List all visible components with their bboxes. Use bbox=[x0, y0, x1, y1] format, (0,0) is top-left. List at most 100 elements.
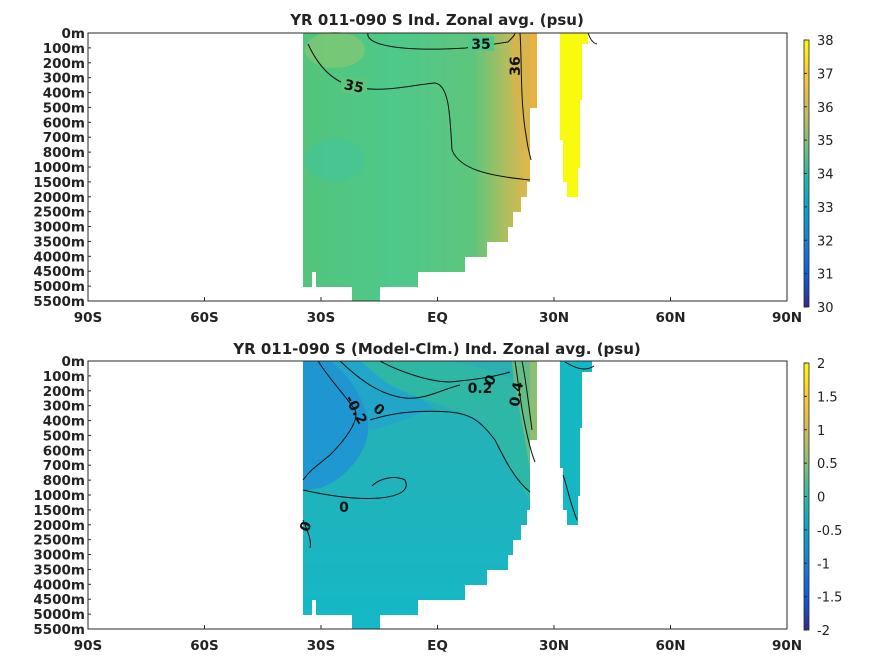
colorbar-tick-label: 0.5 bbox=[817, 457, 838, 472]
y-tick-label: 100m bbox=[43, 41, 85, 57]
y-tick-label: 600m bbox=[43, 443, 85, 459]
y-tick-label: 600m bbox=[43, 115, 85, 131]
x-tick-label: 90S bbox=[74, 638, 103, 654]
contour-label-bg bbox=[468, 36, 494, 51]
colorbar-tick-label: -2 bbox=[817, 624, 830, 639]
colorbar-tick-label: -1 bbox=[817, 557, 830, 572]
x-tick-label: 60S bbox=[190, 310, 219, 326]
y-tick-label: 100m bbox=[43, 369, 85, 385]
colorbar-tick-label: 37 bbox=[817, 67, 834, 82]
contour-line bbox=[519, 32, 532, 161]
y-tick-label: 3000m bbox=[33, 220, 85, 236]
y-tick-label: 1000m bbox=[33, 488, 85, 504]
colorbar: 30 31 32 33 34 35 36 37 38 bbox=[803, 34, 834, 316]
contour-line bbox=[562, 474, 578, 521]
y-tick-label: 5000m bbox=[33, 607, 85, 623]
y-tick-label: 400m bbox=[43, 86, 85, 102]
colorbar-tick-label: 36 bbox=[817, 101, 834, 116]
positive-anomaly bbox=[360, 361, 530, 500]
contour-line bbox=[339, 360, 461, 399]
x-tick-label: 60N bbox=[655, 310, 685, 326]
y-tick-label: 700m bbox=[43, 458, 85, 474]
colorbar-tick-label: 32 bbox=[817, 234, 834, 249]
colorbar-tick-label: -0.5 bbox=[817, 524, 842, 539]
negative-anomaly bbox=[303, 361, 369, 490]
y-tick-label: 4000m bbox=[33, 249, 85, 265]
y-tick-label: 5500m bbox=[33, 622, 85, 638]
y-tick-label: 3500m bbox=[33, 562, 85, 578]
y-tick-label: 500m bbox=[43, 428, 85, 444]
contour-line bbox=[302, 477, 407, 499]
y-tick-label: 2000m bbox=[33, 190, 85, 206]
colorbar-tick-label: 34 bbox=[817, 168, 834, 183]
colorbar-tick-label: 30 bbox=[817, 301, 834, 316]
colorbar-tick-label: 1 bbox=[817, 424, 825, 439]
y-tick-label: 4500m bbox=[33, 264, 85, 280]
salty-surface bbox=[305, 32, 365, 68]
y-tick-label: 0m bbox=[62, 26, 85, 42]
colorbar-tick-label: 31 bbox=[817, 268, 834, 283]
salinity-panel: YR 011-090 S Ind. Zonal avg. (psu) 35 35… bbox=[33, 11, 833, 326]
contour-line bbox=[587, 32, 598, 45]
x-tick-label: 90N bbox=[772, 638, 802, 654]
contour-label: 36 bbox=[508, 56, 524, 75]
x-axis: 90S 60S 30S EQ 30N 60N 90N bbox=[74, 625, 802, 654]
colorbar-ticks: -2 -1.5 -1 -0.5 0 0.5 1 1.5 2 bbox=[804, 357, 842, 639]
colorbar-tick-label: -1.5 bbox=[817, 591, 842, 606]
y-tick-label: 300m bbox=[43, 71, 85, 87]
x-tick-label: 60S bbox=[190, 638, 219, 654]
coast-strip bbox=[530, 33, 537, 108]
contours: 35 35 36 bbox=[307, 32, 598, 181]
salinity-field bbox=[303, 32, 588, 301]
x-tick-label: 90S bbox=[74, 310, 103, 326]
y-tick-label: 400m bbox=[43, 414, 85, 430]
colorbar-ticks: 30 31 32 33 34 35 36 37 38 bbox=[804, 34, 834, 316]
y-axis: 0m100m200m300m400m500m600m700m800m1000m1… bbox=[33, 26, 91, 310]
contour-line bbox=[307, 43, 531, 181]
contour-line bbox=[379, 360, 511, 383]
x-tick-label: 30N bbox=[539, 310, 569, 326]
x-tick-label: 60N bbox=[655, 638, 685, 654]
contour-line bbox=[369, 410, 531, 493]
x-tick-label: 30N bbox=[539, 638, 569, 654]
contour-label: 0.4 bbox=[507, 380, 527, 407]
red-sea-strip bbox=[560, 33, 588, 197]
x-tick-label: 90N bbox=[772, 310, 802, 326]
y-tick-label: 4500m bbox=[33, 592, 85, 608]
y-tick-label: 800m bbox=[43, 473, 85, 489]
contour-label: 35 bbox=[471, 37, 490, 53]
contour-line bbox=[302, 519, 311, 549]
strong-positive bbox=[512, 361, 530, 470]
y-tick-label: 200m bbox=[43, 384, 85, 400]
colorbar-tick-label: 0 bbox=[817, 491, 825, 506]
red-sea-strip bbox=[560, 361, 592, 525]
y-tick-label: 2000m bbox=[33, 518, 85, 534]
x-axis: 90S 60S 30S EQ 30N 60N 90N bbox=[74, 297, 802, 326]
y-tick-label: 2500m bbox=[33, 205, 85, 221]
x-tick-label: EQ bbox=[427, 638, 448, 654]
colorbar-tick-label: 33 bbox=[817, 201, 834, 216]
contour-label-bg bbox=[341, 78, 367, 93]
fresh-patch bbox=[305, 138, 365, 182]
difference-panel: YR 011-090 S (Model-Clm.) Ind. Zonal avg… bbox=[33, 340, 842, 654]
colorbar-tick-label: 2 bbox=[817, 357, 825, 372]
colorbar-tick-label: 38 bbox=[817, 34, 834, 49]
y-tick-label: 800m bbox=[43, 145, 85, 161]
x-tick-label: EQ bbox=[427, 310, 448, 326]
x-tick-label: 30S bbox=[307, 638, 336, 654]
y-tick-label: 4000m bbox=[33, 577, 85, 593]
colorbar: -2 -1.5 -1 -0.5 0 0.5 1 1.5 2 bbox=[803, 357, 842, 639]
x-tick-label: 30S bbox=[307, 310, 336, 326]
colorbar-tick-label: 1.5 bbox=[817, 390, 838, 405]
y-axis: 0m100m200m300m400m500m600m700m800m1000m1… bbox=[33, 354, 91, 638]
y-tick-label: 200m bbox=[43, 56, 85, 72]
contour-label: 0.2 bbox=[468, 381, 493, 397]
colorbar-tick-label: 35 bbox=[817, 134, 834, 149]
ocean-area bbox=[303, 33, 530, 301]
y-tick-label: 1500m bbox=[33, 503, 85, 519]
y-tick-label: 1500m bbox=[33, 175, 85, 191]
y-tick-label: 5500m bbox=[33, 294, 85, 310]
contour-label: 35 bbox=[343, 77, 365, 97]
y-tick-label: 700m bbox=[43, 130, 85, 146]
